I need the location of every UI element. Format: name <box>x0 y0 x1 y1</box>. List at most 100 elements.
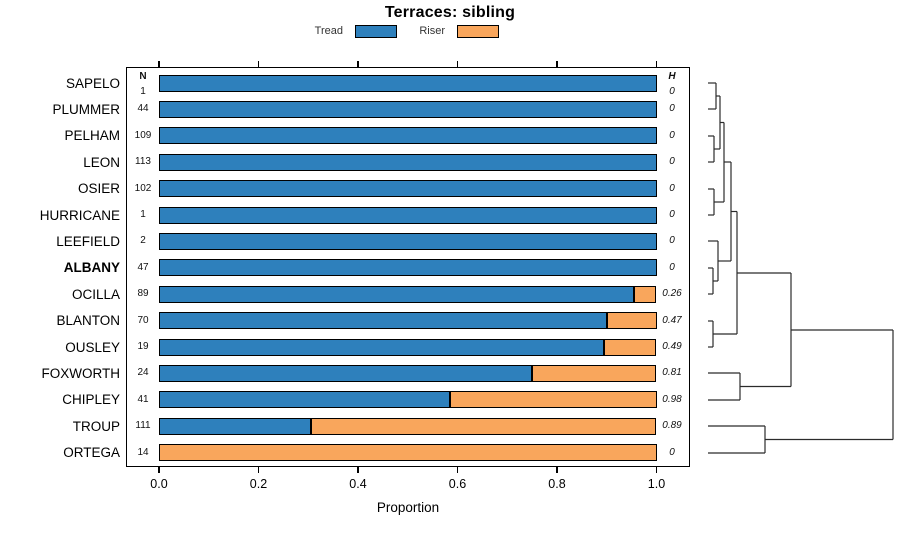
axis-tick-label: 0.2 <box>249 477 268 491</box>
n-value: 1 <box>140 86 146 97</box>
axis-tick-top <box>357 61 359 67</box>
axis-tick-bottom <box>655 467 658 473</box>
bar-segment-tread <box>159 232 657 250</box>
axis-tick-label: 0.6 <box>448 477 467 491</box>
stacked-bar <box>159 153 657 171</box>
h-value: 0 <box>669 156 675 168</box>
axis-tick-bottom <box>158 467 160 473</box>
stacked-bar <box>159 364 657 382</box>
h-value: 0.81 <box>662 367 682 379</box>
h-value: 0 <box>669 86 675 97</box>
stacked-bar <box>159 444 657 462</box>
h-value: 0.26 <box>662 288 682 300</box>
stacked-bar <box>159 259 657 277</box>
n-value: 111 <box>135 420 151 432</box>
bar-segment-tread <box>159 74 657 92</box>
n-value: 41 <box>137 393 149 405</box>
stacked-bar <box>159 338 657 356</box>
row-label-hurricane: HURRICANE <box>39 207 120 223</box>
stacked-bar <box>159 417 657 435</box>
bar-segment-tread <box>159 391 450 409</box>
h-value: 0.89 <box>662 420 682 432</box>
axis-tick-top <box>556 61 558 67</box>
n-value: 102 <box>134 182 152 194</box>
n-value: 14 <box>137 446 149 458</box>
h-value: 0.47 <box>662 314 682 326</box>
bar-segment-tread <box>159 100 657 118</box>
axis-tick-top <box>655 61 658 67</box>
axis-tick-top <box>257 61 260 67</box>
row-label-leefield: LEEFIELD <box>56 233 120 249</box>
axis-tick-label: 0.4 <box>349 477 367 491</box>
bar-segment-tread <box>159 364 533 382</box>
axis-tick-bottom <box>456 467 459 473</box>
n-column-header: N <box>139 71 147 82</box>
row-label-troup: TROUP <box>72 418 120 434</box>
x-axis-title: Proportion <box>376 500 440 515</box>
bar-segment-tread <box>159 285 635 303</box>
n-value: 2 <box>140 235 146 247</box>
bar-segment-riser <box>159 444 657 462</box>
legend-swatch-riser <box>457 25 499 38</box>
plot-panel-border <box>126 67 690 467</box>
bar-segment-tread <box>159 180 657 198</box>
row-label-ortega: ORTEGA <box>63 445 120 461</box>
stacked-bar <box>159 285 657 303</box>
bar-segment-tread <box>159 153 657 171</box>
stacked-bar <box>159 74 657 92</box>
bar-segment-tread <box>159 417 311 435</box>
axis-tick-top <box>456 61 459 67</box>
n-value: 89 <box>137 288 149 300</box>
stacked-bar <box>159 100 657 118</box>
h-value: 0 <box>669 446 675 458</box>
row-label-sapelo: SAPELO <box>65 75 120 91</box>
row-label-pelham: PELHAM <box>64 128 120 144</box>
axis-tick-label: 0.8 <box>548 477 566 491</box>
row-label-chipley: CHIPLEY <box>62 392 120 408</box>
stacked-bar <box>159 232 657 250</box>
axis-tick-label: 0.0 <box>150 477 168 491</box>
n-value: 24 <box>137 367 149 379</box>
chart-title: Terraces: sibling <box>384 4 516 21</box>
stacked-bar <box>159 312 657 330</box>
n-value: 113 <box>135 156 151 168</box>
axis-tick-bottom <box>257 467 260 473</box>
h-value: 0 <box>669 261 675 273</box>
row-label-blanton: BLANTON <box>56 313 120 329</box>
bar-segment-tread <box>159 338 605 356</box>
row-label-plummer: PLUMMER <box>52 101 120 117</box>
n-value: 70 <box>137 314 149 326</box>
n-value: 109 <box>134 129 152 141</box>
n-value: 47 <box>137 261 149 273</box>
h-value: 0 <box>669 235 675 247</box>
row-label-albany: ALBANY <box>63 260 120 276</box>
h-value: 0 <box>669 129 675 141</box>
axis-tick-bottom <box>357 467 359 473</box>
bar-segment-riser <box>606 312 657 330</box>
axis-tick-label: 1.0 <box>647 477 666 491</box>
n-value: 44 <box>137 103 149 115</box>
n-value: 1 <box>140 209 146 220</box>
legend-label-tread: Tread <box>314 25 343 37</box>
bar-segment-tread <box>159 312 607 330</box>
legend-swatch-tread <box>355 25 397 38</box>
bar-segment-tread <box>159 206 657 224</box>
row-label-leon: LEON <box>83 154 120 170</box>
row-label-foxworth: FOXWORTH <box>41 365 121 381</box>
h-value: 0 <box>669 209 675 220</box>
bar-segment-tread <box>159 127 657 145</box>
h-value: 0.98 <box>662 393 682 405</box>
row-label-osier: OSIER <box>77 181 120 197</box>
bar-segment-riser <box>310 417 657 435</box>
stacked-bar <box>159 127 657 145</box>
h-value: 0 <box>669 182 675 194</box>
stacked-bar <box>159 180 657 198</box>
stacked-bar <box>159 206 657 224</box>
h-value: 0 <box>669 103 675 115</box>
legend-label-riser: Riser <box>419 25 445 37</box>
row-label-ousley: OUSLEY <box>65 339 120 355</box>
bar-segment-tread <box>159 259 657 277</box>
bar-segment-riser <box>532 364 657 382</box>
row-label-ocilla: OCILLA <box>71 286 120 302</box>
